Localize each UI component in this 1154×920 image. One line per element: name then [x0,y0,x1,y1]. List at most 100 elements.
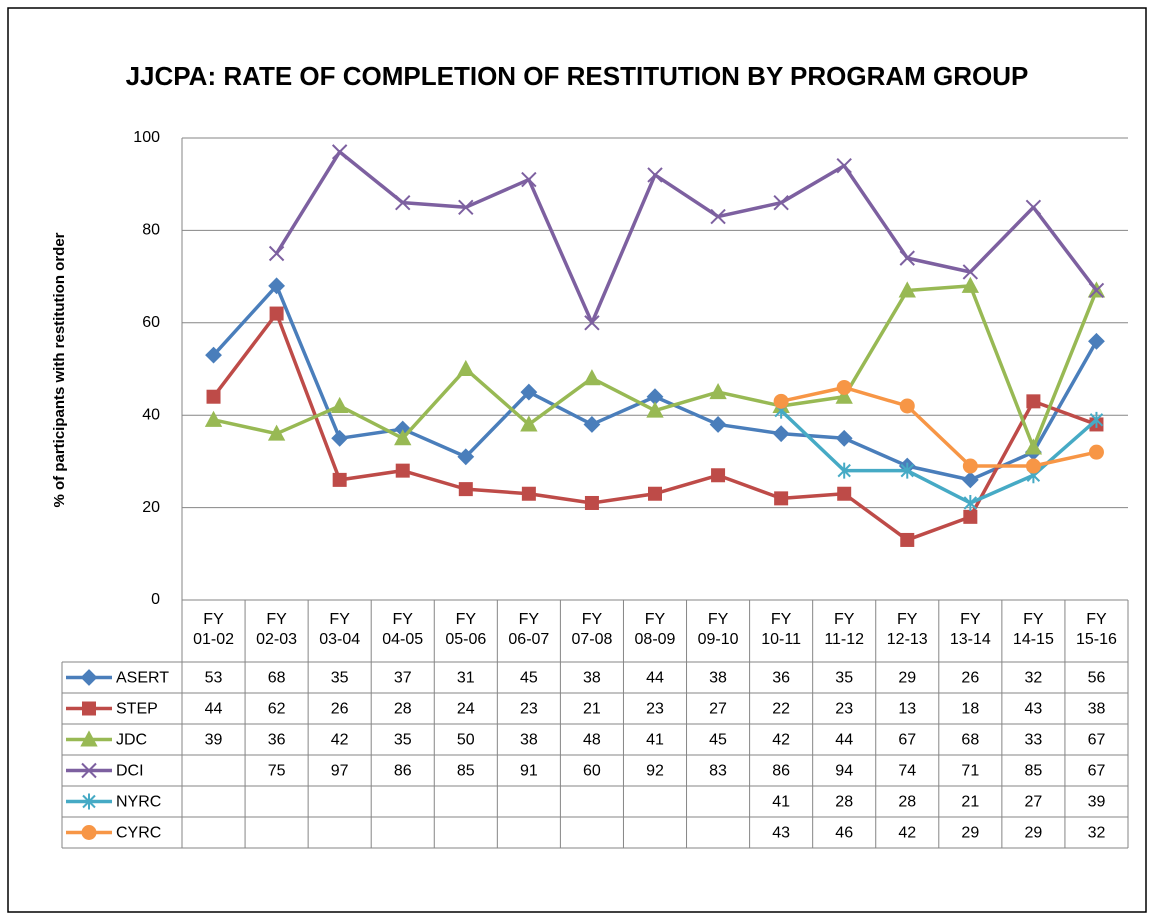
legend-label: DCI [116,763,144,780]
table-value: 42 [772,732,790,749]
legend-label: STEP [116,701,158,718]
table-value: 97 [331,763,349,780]
table-value: 41 [646,732,664,749]
marker [1088,282,1105,299]
marker [1025,199,1042,216]
table-value: 38 [1088,701,1106,718]
table-value: 67 [1088,732,1106,749]
x-tick-label: FY 06-07 [508,611,550,648]
marker [1088,332,1105,350]
x-tick-label: FY 12-13 [886,611,928,648]
table-value: 29 [898,670,916,687]
marker [646,401,664,418]
marker [332,472,347,487]
table-value: 67 [898,732,916,749]
series-line [275,150,1098,325]
marker [458,482,473,497]
chart-frame [7,7,1147,913]
x-tick-label: FY 11-12 [824,611,865,648]
marker [647,167,663,183]
table-value: 94 [835,763,853,780]
table-value: 28 [835,794,853,811]
x-tick-label: FY 02-03 [256,611,298,648]
table-value: 42 [898,825,916,842]
marker [82,793,96,810]
y-tick-label: 0 [151,591,160,608]
x-tick-label: FY 05-06 [445,611,487,648]
table-value: 27 [709,701,727,718]
x-tick-label: FY 10-11 [761,611,801,648]
marker [835,429,853,447]
marker [331,144,348,160]
y-tick-label: 20 [142,499,160,516]
table-value: 21 [583,701,601,718]
marker [457,448,475,466]
table-value: 38 [709,670,727,687]
marker [331,429,349,447]
marker [395,194,411,211]
table-value: 85 [457,763,475,780]
table-value: 46 [835,825,853,842]
marker [584,315,600,331]
marker [81,825,97,840]
table-value: 28 [898,794,916,811]
marker [583,416,601,433]
marker [963,509,978,524]
marker [837,486,852,501]
marker [709,416,727,433]
marker [773,393,789,409]
table-value: 37 [394,670,412,687]
table-value: 43 [1025,701,1043,718]
marker [836,158,852,174]
table-value: 39 [1088,794,1106,811]
marker [772,425,790,443]
marker [900,462,914,479]
table-value: 35 [331,670,349,687]
marker [648,486,662,501]
x-tick-label: FY 13-14 [949,611,991,648]
y-axis-title: % of participants with restitution order [51,232,68,507]
table-value: 26 [961,670,979,687]
table-value: 36 [772,670,790,687]
table-value: 43 [772,825,790,842]
marker [520,415,538,432]
x-tick-label: FY 08-09 [634,611,676,648]
marker [395,463,410,478]
marker [267,424,286,441]
table-value: 92 [646,763,664,780]
table-value: 32 [1088,825,1106,842]
y-tick-label: 100 [133,129,160,146]
x-tick-label: FY 07-08 [571,611,613,648]
table-value: 38 [520,732,538,749]
table-value: 21 [961,794,979,811]
table-value: 83 [709,763,727,780]
marker [330,396,349,413]
x-tick-label: FY 01-02 [193,611,234,648]
table-value: 24 [457,701,475,718]
table-value: 42 [331,732,349,749]
table-value: 29 [1025,825,1043,842]
table-value: 41 [772,794,790,811]
marker [899,398,915,414]
marker [898,281,916,298]
marker [268,245,285,262]
marker [961,276,980,293]
table-value: 31 [457,670,475,687]
marker [394,429,412,446]
marker [836,379,852,395]
marker [1026,394,1041,409]
x-tick-label: FY 15-16 [1075,611,1117,648]
table-value: 35 [835,670,853,687]
table-value: 53 [205,670,223,687]
marker [268,277,286,295]
table-value: 35 [394,732,412,749]
table-value: 56 [1088,670,1106,687]
marker [583,369,601,386]
table-value: 38 [583,670,601,687]
table-value: 85 [1025,763,1043,780]
table-value: 44 [646,670,664,687]
marker [961,471,979,489]
table-value: 50 [457,732,475,749]
marker [962,458,978,474]
